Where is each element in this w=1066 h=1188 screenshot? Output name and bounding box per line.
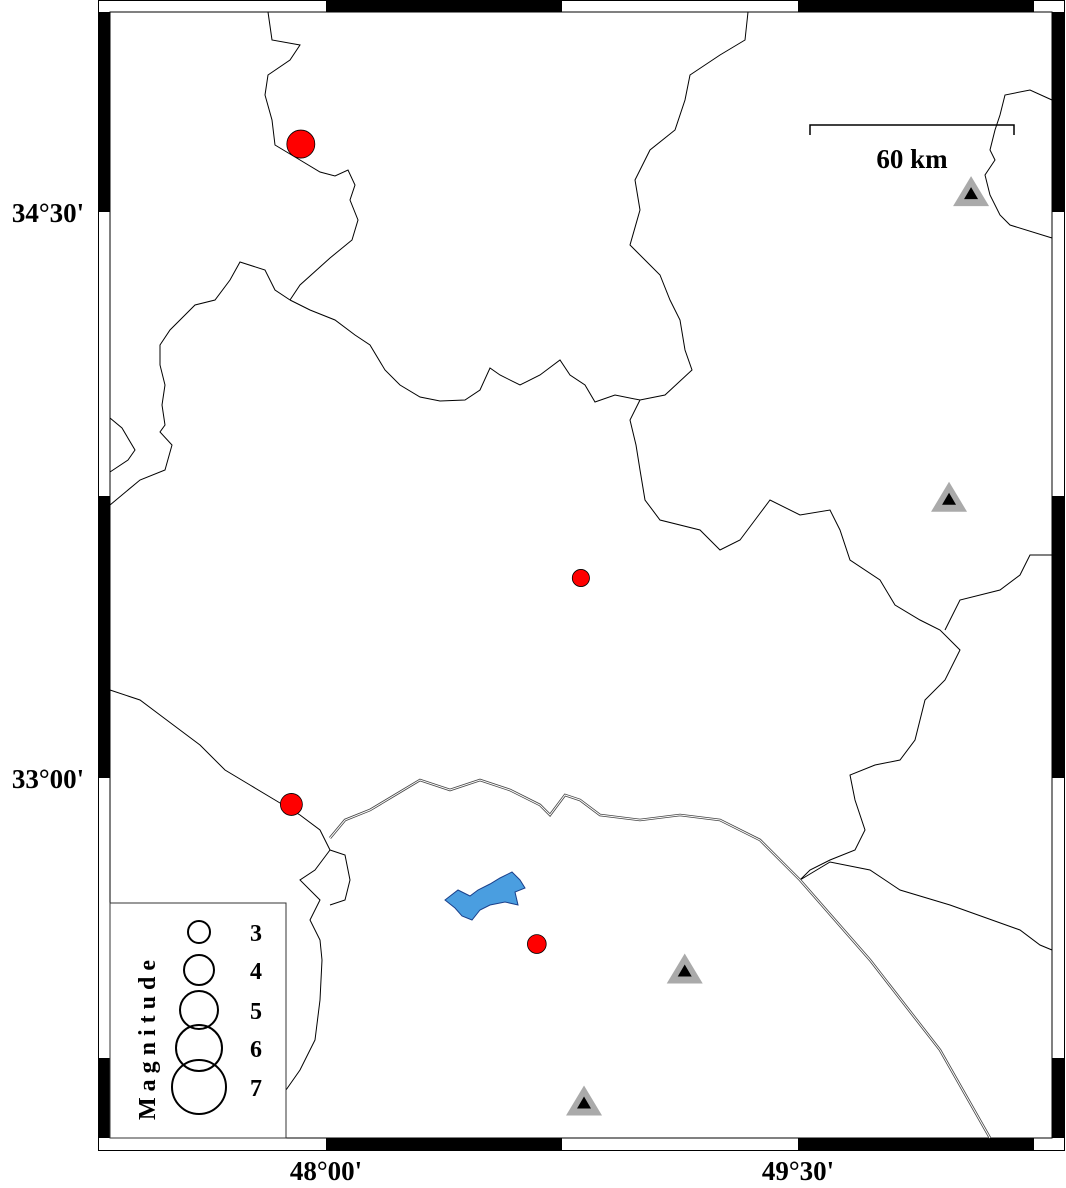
legend: Magnitude 3 4 5 6 7 [109,902,287,1139]
legend-circle-mag-7 [171,1059,227,1115]
legend-label-mag-5: 5 [250,999,262,1025]
station-triangle-icon [666,953,703,984]
lat-label-33-00: 33°00' [12,764,84,794]
earthquake-marker [571,569,590,588]
legend-label-mag-3: 3 [250,921,262,947]
scale-bar-label: 60 km [876,144,948,174]
legend-circle-mag-5 [179,990,219,1030]
earthquake-marker [527,934,547,954]
lon-label-49-30: 49°30' [762,1156,834,1186]
legend-circle-mag-6 [175,1024,223,1072]
legend-label-mag-7: 7 [250,1076,262,1102]
station-triangle-icon [566,1085,603,1116]
legend-label-mag-4: 4 [250,959,262,985]
lat-label-34-30: 34°30' [12,198,84,228]
scale-bar: 60 km [809,124,1015,174]
legend-label-mag-6: 6 [250,1037,262,1063]
earthquake-marker [286,129,316,159]
legend-title: Magnitude [135,954,161,1120]
station-triangle-icon [931,481,968,512]
admin-boundaries [109,11,1053,1091]
scale-bar-line [809,124,1015,135]
lon-label-48-00: 48°00' [290,1156,362,1186]
axis-labels: 34°30' 33°00' 48°00' 49°30' [12,198,834,1186]
legend-circle-mag-4 [183,954,215,986]
earthquake-marker [279,793,303,816]
lake [444,871,526,921]
seismic-stations [566,176,990,1116]
rivers [329,778,992,1139]
earthquake-events [279,129,590,954]
station-triangle-icon [953,176,990,207]
legend-circle-mag-3 [187,920,211,944]
